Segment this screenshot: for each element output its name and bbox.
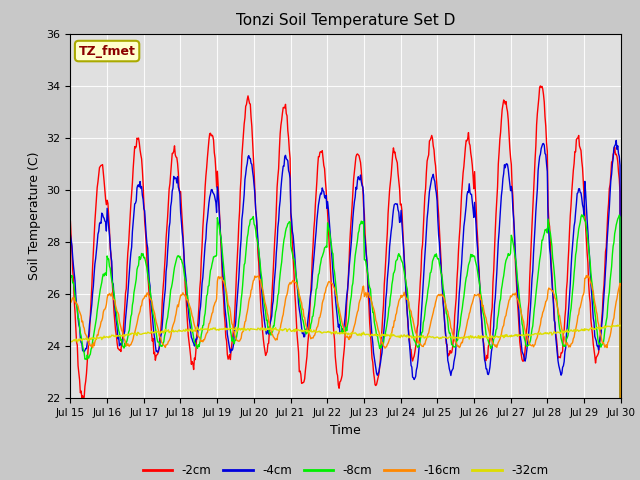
-16cm bbox=[189, 315, 196, 321]
-32cm bbox=[190, 329, 198, 335]
Line: -8cm: -8cm bbox=[70, 215, 621, 480]
Legend: -2cm, -4cm, -8cm, -16cm, -32cm: -2cm, -4cm, -8cm, -16cm, -32cm bbox=[138, 459, 553, 480]
-4cm bbox=[77, 335, 84, 341]
-8cm bbox=[218, 246, 226, 252]
-16cm bbox=[429, 313, 436, 319]
-8cm bbox=[133, 267, 141, 273]
-16cm bbox=[77, 311, 84, 317]
X-axis label: Time: Time bbox=[330, 424, 361, 437]
-8cm bbox=[67, 272, 74, 278]
-16cm bbox=[218, 275, 226, 280]
-4cm bbox=[189, 339, 196, 345]
-32cm bbox=[429, 334, 437, 340]
-32cm bbox=[74, 339, 81, 345]
Y-axis label: Soil Temperature (C): Soil Temperature (C) bbox=[28, 152, 41, 280]
-16cm bbox=[584, 273, 592, 278]
-8cm bbox=[429, 258, 436, 264]
-4cm bbox=[612, 138, 620, 144]
-2cm bbox=[536, 83, 544, 89]
-32cm bbox=[67, 338, 74, 344]
Line: -2cm: -2cm bbox=[70, 86, 621, 480]
-2cm bbox=[429, 135, 436, 141]
-2cm bbox=[413, 337, 420, 343]
-4cm bbox=[67, 232, 74, 238]
-32cm bbox=[413, 334, 421, 340]
-16cm bbox=[413, 331, 420, 337]
-4cm bbox=[413, 367, 420, 372]
-2cm bbox=[189, 361, 196, 367]
-8cm bbox=[189, 330, 196, 336]
-8cm bbox=[413, 342, 420, 348]
Line: -16cm: -16cm bbox=[70, 276, 621, 480]
-16cm bbox=[133, 321, 141, 326]
-4cm bbox=[133, 185, 141, 191]
-2cm bbox=[77, 390, 84, 396]
-16cm bbox=[67, 300, 74, 306]
Title: Tonzi Soil Temperature Set D: Tonzi Soil Temperature Set D bbox=[236, 13, 455, 28]
-2cm bbox=[133, 135, 141, 141]
Text: TZ_fmet: TZ_fmet bbox=[79, 45, 136, 58]
-4cm bbox=[218, 256, 226, 262]
-32cm bbox=[134, 329, 141, 335]
Line: -32cm: -32cm bbox=[70, 325, 621, 342]
-32cm bbox=[617, 323, 625, 328]
-32cm bbox=[614, 322, 621, 328]
-32cm bbox=[77, 336, 85, 342]
-32cm bbox=[219, 326, 227, 332]
-2cm bbox=[218, 267, 226, 273]
-8cm bbox=[578, 212, 586, 218]
Line: -4cm: -4cm bbox=[70, 141, 621, 480]
-4cm bbox=[429, 174, 436, 180]
-2cm bbox=[67, 218, 74, 224]
-8cm bbox=[77, 330, 84, 336]
